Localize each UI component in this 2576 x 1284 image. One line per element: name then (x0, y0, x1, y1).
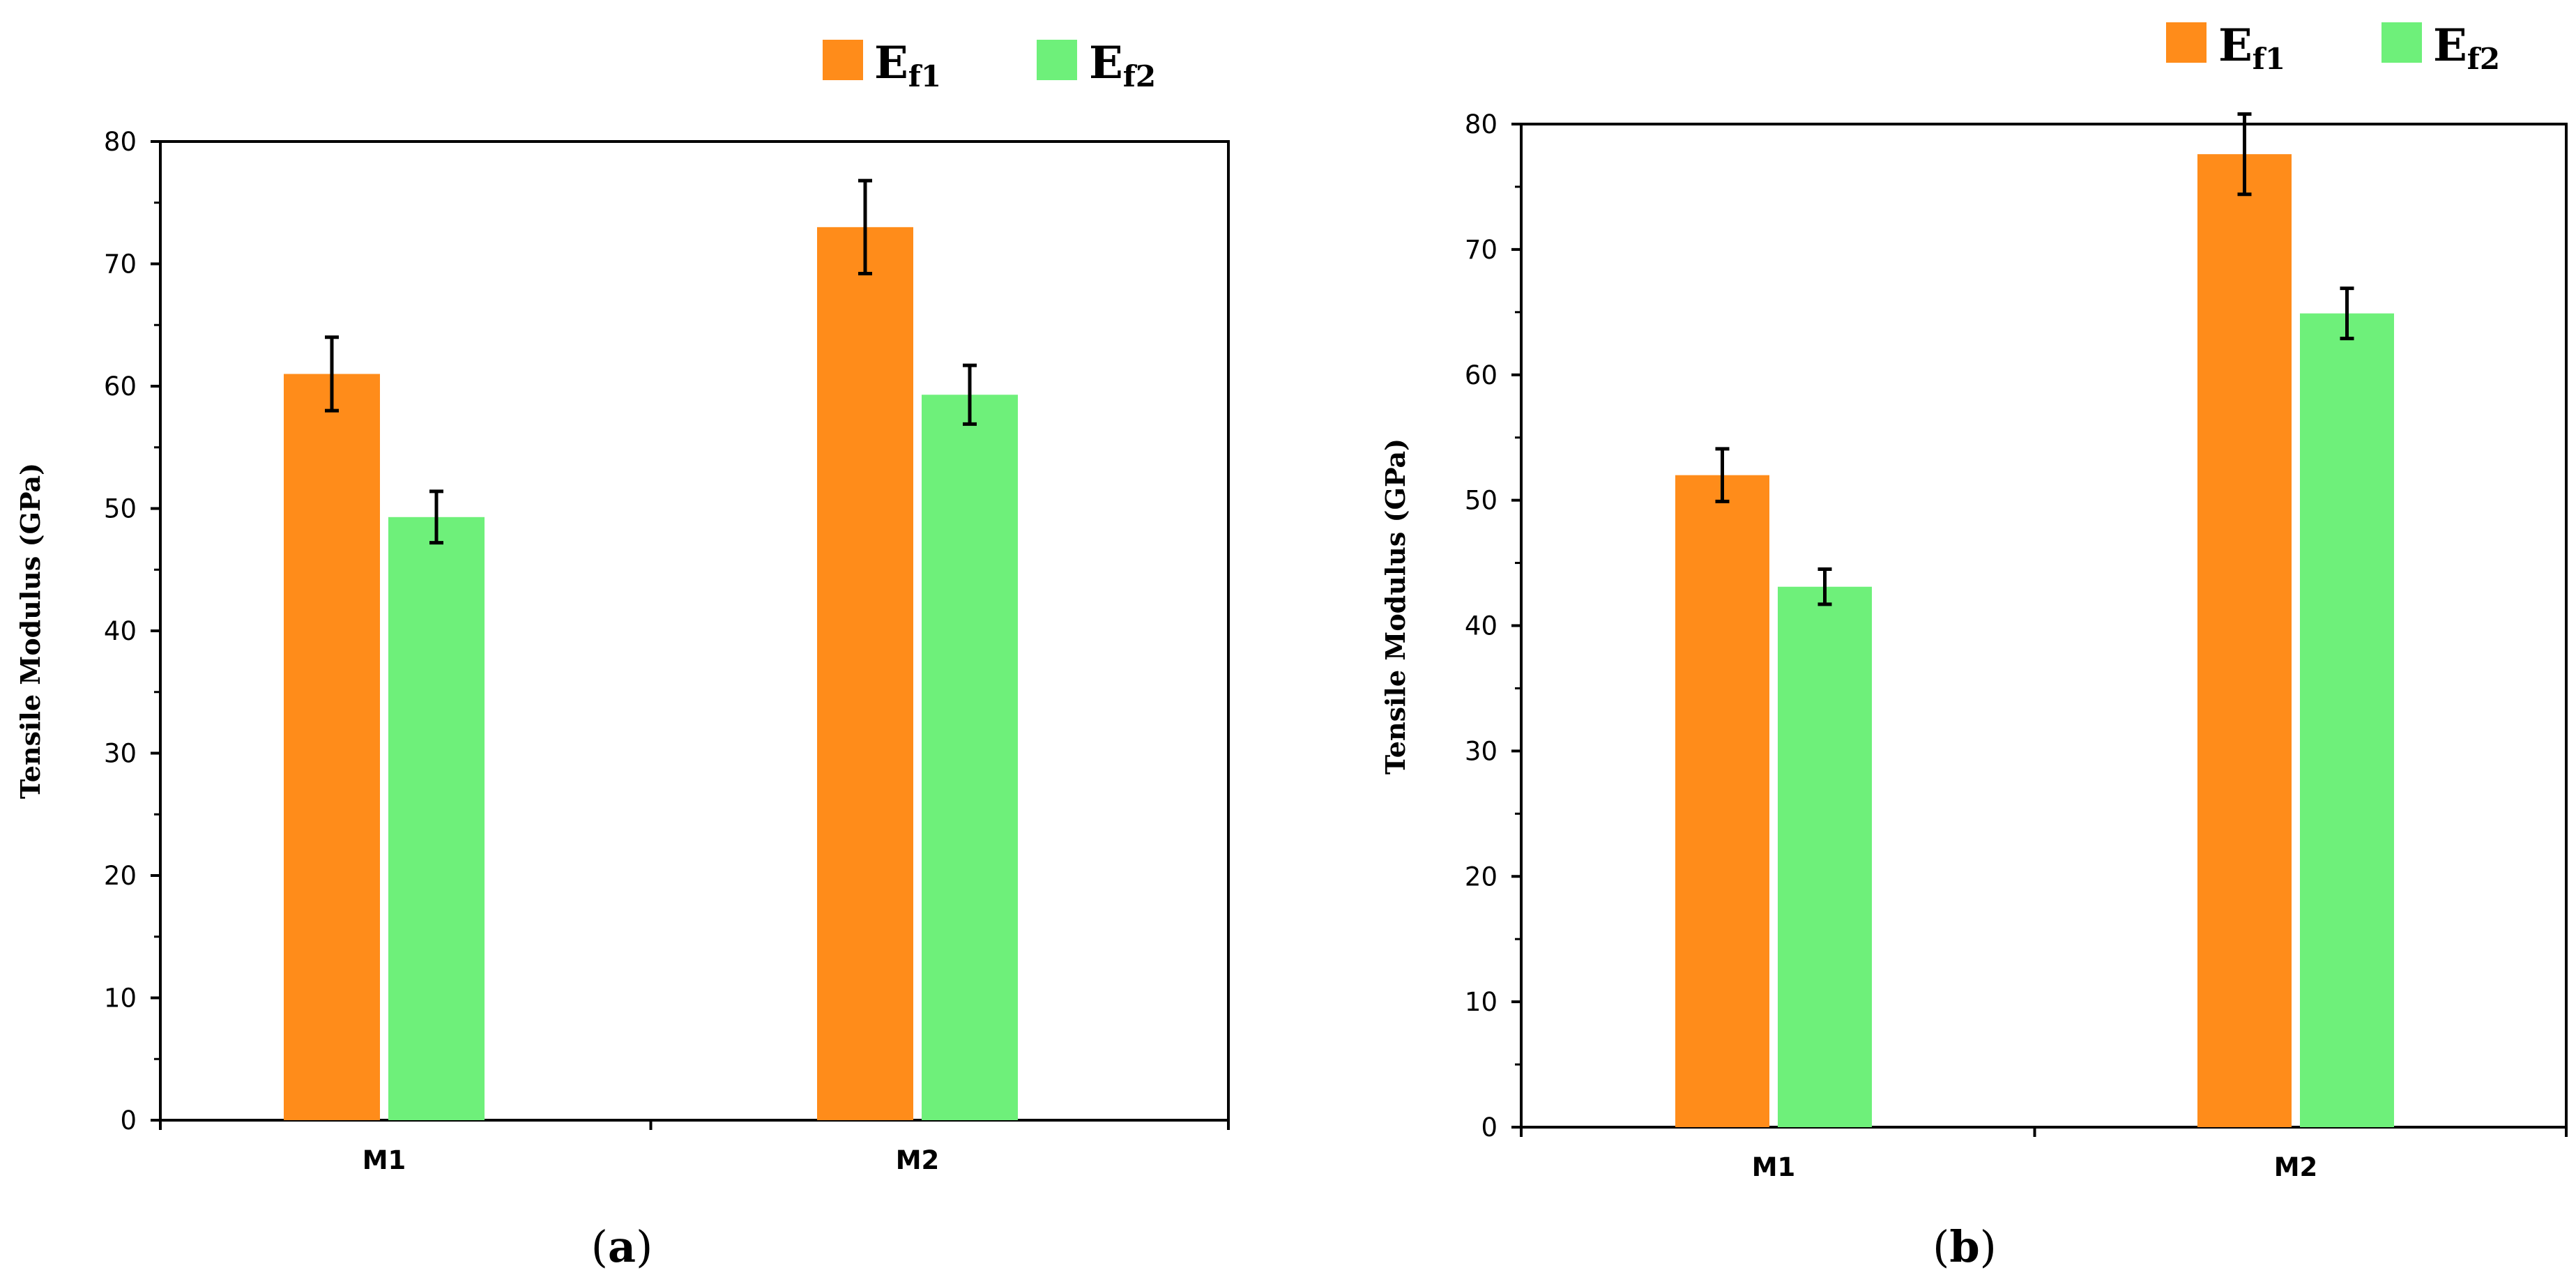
bar-m1-ef1 (284, 374, 380, 1121)
y-tick-label: 30 (104, 739, 137, 769)
y-tick-label: 50 (1465, 486, 1497, 516)
bar-m1-ef2 (1778, 586, 1872, 1127)
x-category-label: M2 (2274, 1152, 2318, 1182)
y-tick-label: 20 (1465, 862, 1497, 892)
legend-swatch-ef2 (2381, 22, 2422, 63)
legend-label-ef2: Ef2 (1089, 37, 1156, 93)
y-tick-label: 30 (1465, 736, 1497, 766)
chart-panel-a: 0 10 20 30 40 50 60 70 80 Tensile Modulus (GPa) M1… (15, 37, 1230, 1272)
legend-swatch-ef1 (2166, 22, 2207, 63)
y-axis-title: Tensile Modulus (GPa) (1380, 438, 1411, 774)
legend-label-ef1: Ef1 (874, 37, 941, 93)
y-tick-label: 60 (104, 372, 137, 402)
y-tick-label: 70 (104, 250, 137, 280)
y-axis-title: Tensile Modulus (GPa) (15, 463, 46, 799)
y-tick-label: 40 (104, 616, 137, 646)
x-category-label: M1 (1752, 1152, 1796, 1182)
legend-label-ef2: Ef2 (2433, 20, 2500, 76)
bar-m2-ef2 (2300, 313, 2394, 1128)
y-tick-label: 70 (1465, 235, 1497, 265)
legend-swatch-ef1 (823, 40, 863, 80)
legend-swatch-ef2 (1037, 40, 1077, 80)
chart-panel-b: 0 10 20 30 40 50 60 70 80 Tensile Modulus (GPa) M1… (1380, 20, 2568, 1272)
y-tick-label: 20 (104, 861, 137, 891)
y-tick-label: 80 (104, 127, 137, 157)
y-tick-label: 0 (120, 1106, 137, 1136)
panel-label: (a) (591, 1221, 653, 1272)
legend: Ef1 Ef2 (2166, 20, 2500, 76)
x-category-label: M2 (896, 1145, 940, 1175)
bar-m1-ef1 (1675, 475, 1769, 1127)
y-tick-label: 50 (104, 494, 137, 524)
legend-label-ef1: Ef1 (2218, 20, 2285, 76)
x-category-label: M1 (363, 1145, 406, 1175)
panel-label: (b) (1933, 1221, 1997, 1272)
y-tick-label: 10 (1465, 987, 1497, 1017)
y-tick-label: 0 (1481, 1113, 1497, 1142)
bar-m2-ef1 (817, 227, 913, 1121)
bar-m1-ef2 (388, 517, 485, 1120)
y-tick-label: 40 (1465, 611, 1497, 641)
bar-m2-ef1 (2197, 154, 2292, 1127)
y-tick-label: 10 (104, 984, 137, 1014)
bar-m2-ef2 (922, 395, 1018, 1121)
y-tick-label: 80 (1465, 109, 1497, 139)
legend: Ef1 Ef2 (823, 37, 1156, 93)
y-tick-label: 60 (1465, 360, 1497, 390)
